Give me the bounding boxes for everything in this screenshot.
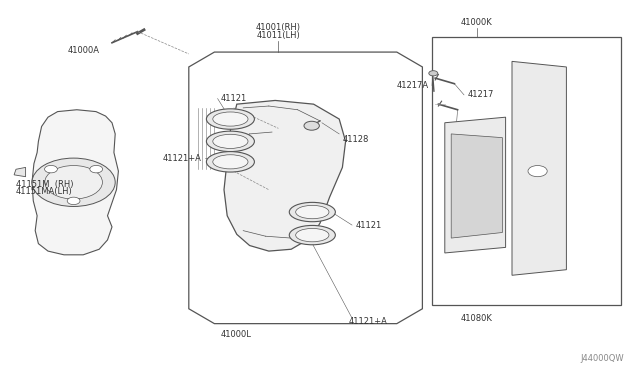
Text: 41000A: 41000A — [67, 46, 99, 55]
Circle shape — [528, 166, 547, 177]
Ellipse shape — [206, 109, 254, 129]
Text: 41001(RH): 41001(RH) — [256, 23, 301, 32]
Polygon shape — [451, 134, 502, 238]
Polygon shape — [445, 117, 506, 253]
Text: 41121: 41121 — [221, 94, 247, 103]
Text: 41151M  (RH): 41151M (RH) — [16, 180, 74, 189]
Text: 41011(LH): 41011(LH) — [257, 31, 300, 40]
Polygon shape — [512, 61, 566, 275]
Polygon shape — [224, 100, 346, 251]
Bar — [432, 37, 621, 305]
Text: 41151MA(LH): 41151MA(LH) — [16, 187, 73, 196]
Ellipse shape — [296, 205, 329, 219]
Circle shape — [304, 121, 319, 130]
Polygon shape — [32, 110, 118, 255]
Text: 41080K: 41080K — [461, 314, 493, 323]
Polygon shape — [14, 167, 26, 177]
Text: 41128: 41128 — [342, 135, 369, 144]
Circle shape — [67, 197, 80, 205]
Ellipse shape — [289, 225, 335, 245]
Circle shape — [429, 71, 438, 76]
Circle shape — [32, 158, 115, 206]
Text: 41217: 41217 — [467, 90, 493, 99]
Text: 41121+A: 41121+A — [349, 317, 388, 326]
Text: 41217: 41217 — [458, 144, 484, 153]
Ellipse shape — [296, 228, 329, 242]
Text: 41000L: 41000L — [221, 330, 252, 339]
Circle shape — [45, 166, 102, 199]
Ellipse shape — [212, 134, 248, 148]
Polygon shape — [189, 52, 422, 324]
Ellipse shape — [212, 112, 248, 126]
Ellipse shape — [206, 152, 254, 172]
Text: 41121: 41121 — [355, 221, 381, 230]
Ellipse shape — [206, 131, 254, 152]
Circle shape — [45, 166, 58, 173]
Ellipse shape — [212, 155, 248, 169]
Text: J44000QW: J44000QW — [580, 355, 624, 363]
Circle shape — [90, 166, 102, 173]
Ellipse shape — [289, 202, 335, 222]
Text: 41000K: 41000K — [461, 18, 493, 27]
Text: 41121+A: 41121+A — [163, 154, 202, 163]
Text: 41217A: 41217A — [397, 81, 429, 90]
